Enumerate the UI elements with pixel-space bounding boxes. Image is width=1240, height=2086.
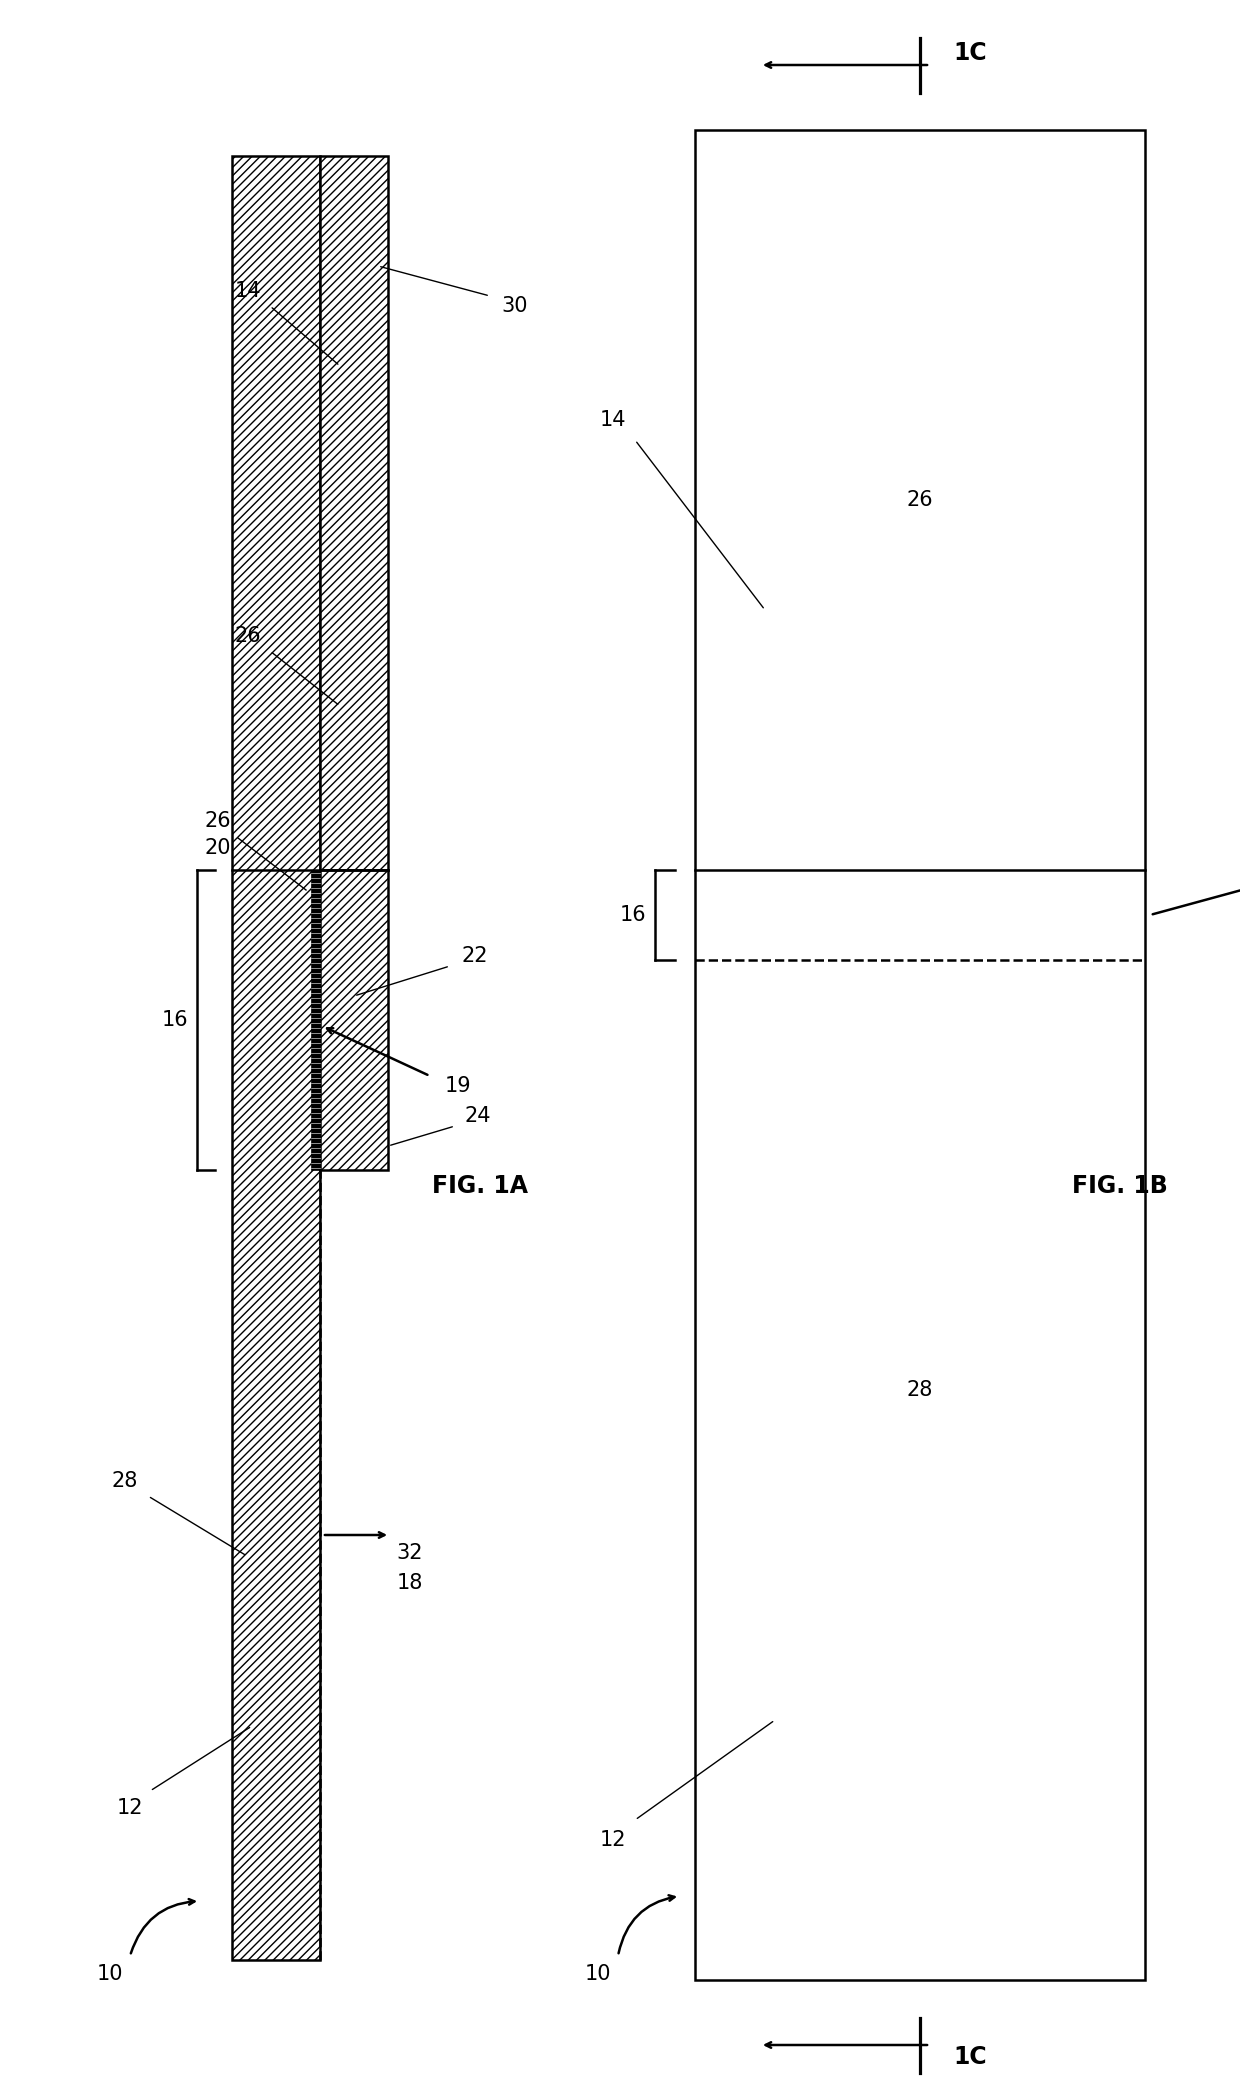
Text: 28: 28 — [906, 1381, 934, 1400]
Bar — [311, 870, 320, 1170]
Text: 14: 14 — [234, 282, 262, 300]
Text: 16: 16 — [161, 1010, 188, 1030]
Text: 24: 24 — [465, 1106, 491, 1126]
Text: 26: 26 — [205, 811, 232, 830]
Text: 10: 10 — [97, 1965, 123, 1984]
Text: 12: 12 — [117, 1798, 144, 1819]
Text: 22: 22 — [461, 945, 489, 966]
Text: 14: 14 — [600, 411, 626, 430]
Text: 12: 12 — [600, 1829, 626, 1850]
Text: 16: 16 — [620, 905, 646, 924]
Text: 19: 19 — [445, 1076, 471, 1095]
Text: FIG. 1B: FIG. 1B — [1073, 1174, 1168, 1197]
Bar — [232, 156, 320, 1961]
Text: 28: 28 — [112, 1471, 138, 1491]
Bar — [320, 156, 388, 870]
Text: 30: 30 — [502, 296, 528, 315]
Text: FIG. 1A: FIG. 1A — [432, 1174, 528, 1197]
Bar — [320, 870, 388, 1170]
Text: 1C: 1C — [954, 2044, 987, 2069]
Text: 32: 32 — [397, 1544, 423, 1562]
Text: 18: 18 — [397, 1573, 423, 1594]
Text: 26: 26 — [234, 626, 262, 647]
Text: 26: 26 — [906, 490, 934, 509]
Text: 1C: 1C — [954, 42, 987, 65]
Text: 10: 10 — [585, 1965, 611, 1984]
Bar — [694, 129, 1145, 1980]
Text: 20: 20 — [205, 839, 231, 857]
